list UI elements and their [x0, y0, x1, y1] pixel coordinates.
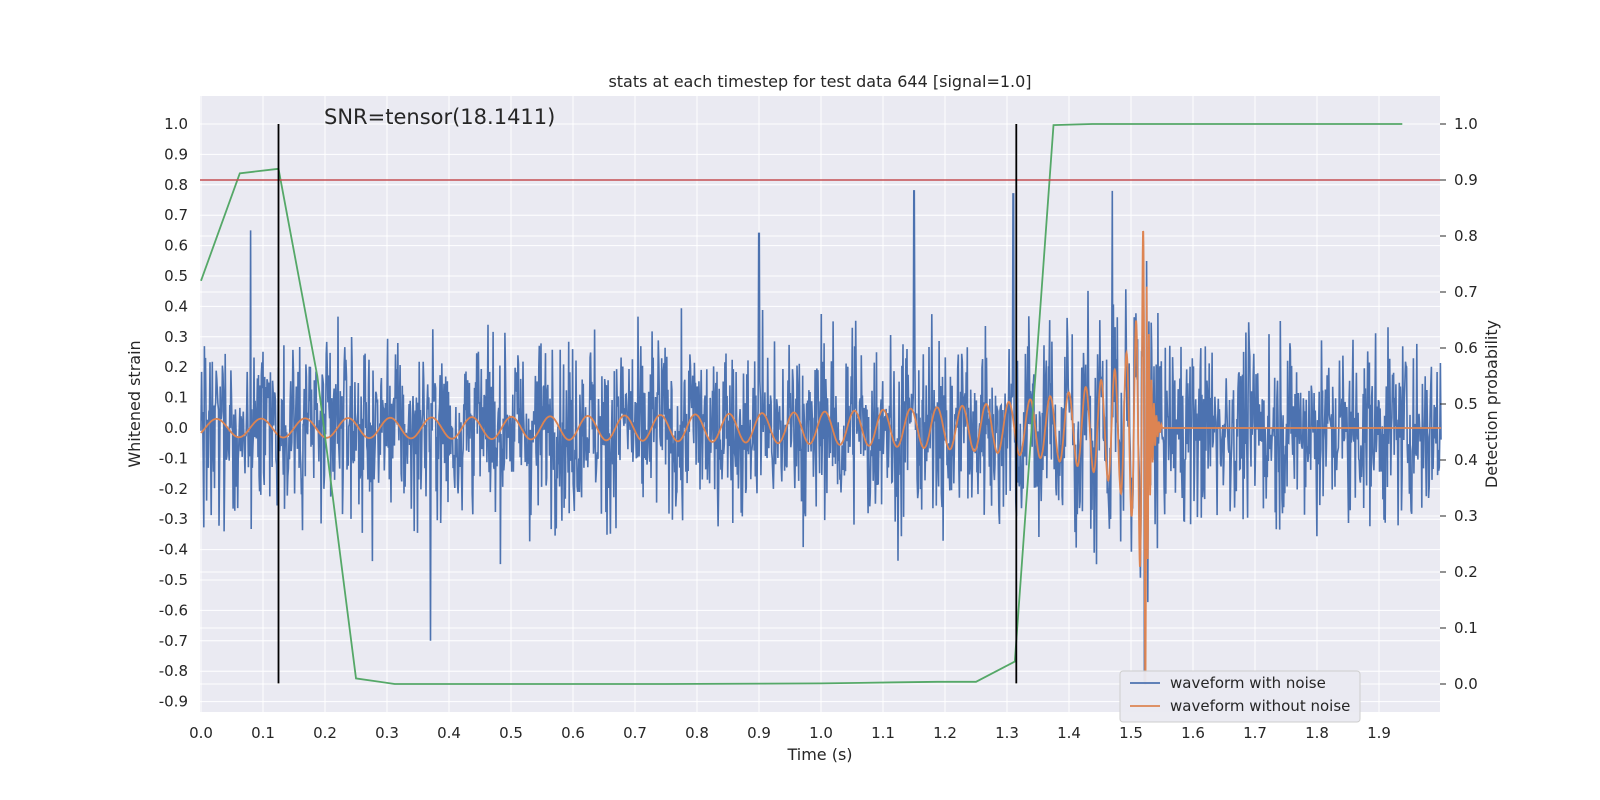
- x-tick-label: 0.5: [499, 724, 523, 742]
- waveform-without-noise-line: [200, 230, 1441, 685]
- y-tick-label-left: -0.1: [159, 449, 188, 467]
- waveform-with-noise-line: [200, 190, 1442, 685]
- y-tick-label-left: -0.8: [159, 662, 188, 680]
- x-tick-label: 0.0: [189, 724, 213, 742]
- x-tick-label: 1.7: [1243, 724, 1267, 742]
- y-tick-label-left: 0.1: [164, 389, 188, 407]
- y-tick-label-left: 1.0: [164, 115, 188, 133]
- detection-probability-series: [200, 123, 1403, 685]
- waveform-with-noise-series: [200, 190, 1442, 685]
- y-tick-label-left: -0.6: [159, 601, 188, 619]
- y-tick-label-left: 0.4: [164, 297, 188, 315]
- x-tick-label: 1.4: [1057, 724, 1081, 742]
- x-tick-label: 1.9: [1367, 724, 1391, 742]
- x-tick-label: 0.7: [623, 724, 647, 742]
- y-tick-label-right: 0.3: [1454, 507, 1478, 525]
- x-tick-label: 0.1: [251, 724, 275, 742]
- y-tick-label-left: 0.8: [164, 176, 188, 194]
- y-tick-label-left: 0.3: [164, 328, 188, 346]
- y-tick-label-left: 0.9: [164, 145, 188, 163]
- x-axis-label: Time (s): [786, 745, 852, 764]
- y-tick-label-left: -0.3: [159, 510, 188, 528]
- y-tick-label-left: -0.9: [159, 693, 188, 711]
- y-tick-label-left: 0.6: [164, 237, 188, 255]
- y-tick-label-right: 0.2: [1454, 563, 1478, 581]
- x-tick-label: 0.6: [561, 724, 585, 742]
- y-tick-label-right: 0.7: [1454, 283, 1478, 301]
- y-tick-label-right: 0.4: [1454, 451, 1478, 469]
- x-tick-label: 1.2: [933, 724, 957, 742]
- y-tick-label-left: 0.7: [164, 206, 188, 224]
- y-tick-label-left: -0.5: [159, 571, 188, 589]
- x-tick-label: 0.3: [375, 724, 399, 742]
- legend: waveform with noise waveform without noi…: [1119, 670, 1361, 723]
- y-tick-label-right: 0.0: [1454, 675, 1478, 693]
- x-tick-label: 1.8: [1305, 724, 1329, 742]
- y-tick-label-left: 0.0: [164, 419, 188, 437]
- y-tick-label-right: 0.5: [1454, 395, 1478, 413]
- x-tick-label: 1.3: [995, 724, 1019, 742]
- y-tick-label-right: 0.1: [1454, 619, 1478, 637]
- x-tick-label: 1.1: [871, 724, 895, 742]
- threshold-and-markers: [200, 124, 1440, 684]
- y-tick-label-left: 0.5: [164, 267, 188, 285]
- y-tick-label-left: -0.7: [159, 632, 188, 650]
- waveform-without-noise-series: [200, 230, 1441, 685]
- chart-title: stats at each timestep for test data 644…: [608, 72, 1031, 91]
- legend-label-noise: waveform with noise: [1170, 674, 1326, 692]
- y-axis-label-left: Whitened strain: [125, 340, 144, 467]
- y-tick-label-right: 1.0: [1454, 115, 1478, 133]
- y-tick-label-right: 0.8: [1454, 227, 1478, 245]
- y-tick-label-left: 0.2: [164, 358, 188, 376]
- x-tick-label: 1.5: [1119, 724, 1143, 742]
- detection-probability-line: [200, 123, 1403, 685]
- x-tick-label: 0.9: [747, 724, 771, 742]
- legend-label-clean: waveform without noise: [1170, 697, 1350, 715]
- y-tick-label-right: 0.9: [1454, 171, 1478, 189]
- axis-ticks: 0.0 0.1 0.2 0.3 0.4 0.5 0.6 0.7 0.8 0.9 1.0 1.1 1.2 1…: [159, 115, 1478, 742]
- x-tick-label: 1.6: [1181, 724, 1205, 742]
- y-tick-label-right: 0.6: [1454, 339, 1478, 357]
- x-tick-label: 0.2: [313, 724, 337, 742]
- x-tick-label: 1.0: [809, 724, 833, 742]
- y-axis-label-right: Detection probability: [1482, 320, 1501, 488]
- y-tick-label-left: -0.4: [159, 541, 188, 559]
- snr-annotation: SNR=tensor(18.1411): [324, 105, 555, 129]
- y-tick-label-left: -0.2: [159, 480, 188, 498]
- x-tick-label: 0.4: [437, 724, 461, 742]
- legend-box: [1119, 670, 1361, 723]
- x-tick-label: 0.8: [685, 724, 709, 742]
